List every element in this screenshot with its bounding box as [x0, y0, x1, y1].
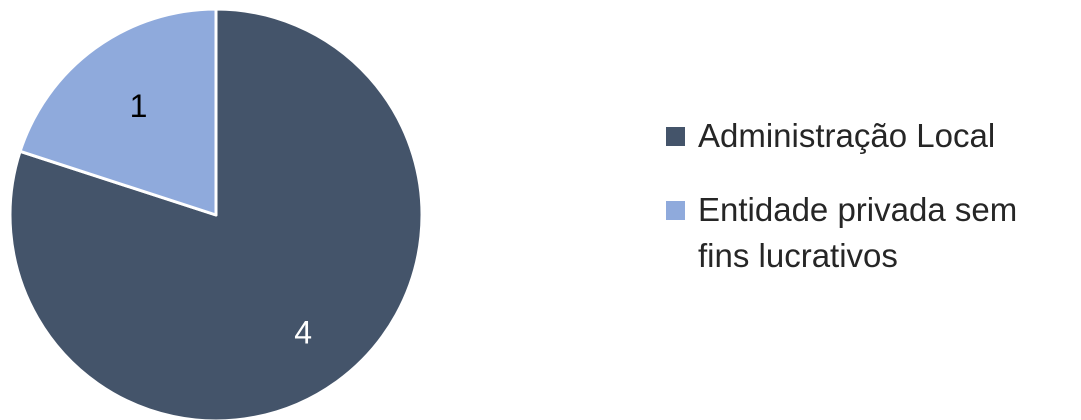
- chart-legend: Administração Local Entidade privada sem…: [666, 113, 1076, 279]
- pie-slice-entidade-privada: [18, 7, 218, 217]
- data-label-entidade-privada: 1: [130, 88, 148, 124]
- legend-swatch-administracao-local: [666, 127, 685, 146]
- legend-swatch-entidade-privada: [666, 201, 685, 220]
- legend-item-administracao-local: Administração Local: [666, 113, 1076, 159]
- legend-label-entidade-privada: Entidade privada sem fins lucrativos: [698, 191, 1018, 274]
- legend-label-administracao-local: Administração Local: [698, 117, 996, 154]
- legend-item-entidade-privada: Entidade privada sem fins lucrativos: [666, 187, 1076, 279]
- pie-plot-area: 41: [8, 7, 424, 420]
- data-label-administracao-local: 4: [294, 314, 312, 350]
